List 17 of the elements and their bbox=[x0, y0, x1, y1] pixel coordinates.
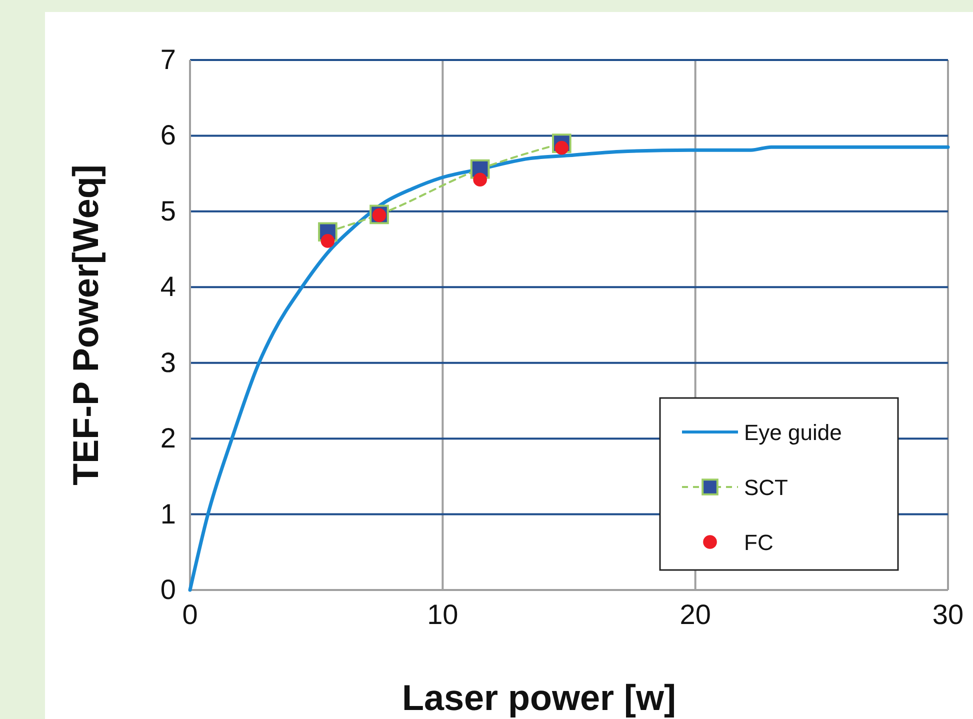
legend-label: SCT bbox=[744, 475, 788, 500]
x-tick-label: 10 bbox=[427, 598, 458, 630]
y-tick-label: 5 bbox=[160, 195, 176, 226]
y-axis-title: TEF-P Power[Weq] bbox=[65, 164, 106, 486]
x-tick-label: 20 bbox=[680, 598, 711, 630]
x-tick-label: 0 bbox=[182, 598, 198, 630]
y-tick-label: 4 bbox=[160, 271, 176, 302]
y-tick-label: 7 bbox=[160, 44, 176, 75]
x-axis-title: Laser power [w] bbox=[402, 677, 676, 718]
legend-label: FC bbox=[744, 530, 774, 555]
y-tick-label: 6 bbox=[160, 120, 176, 151]
y-tick-label: 1 bbox=[160, 498, 176, 530]
y-tick-label: 2 bbox=[160, 422, 176, 454]
y-tick-label: 0 bbox=[160, 574, 176, 605]
x-tick-label: 30 bbox=[932, 598, 964, 630]
y-tick-label: 3 bbox=[160, 346, 176, 378]
legend-label: Eye guide bbox=[744, 420, 842, 445]
